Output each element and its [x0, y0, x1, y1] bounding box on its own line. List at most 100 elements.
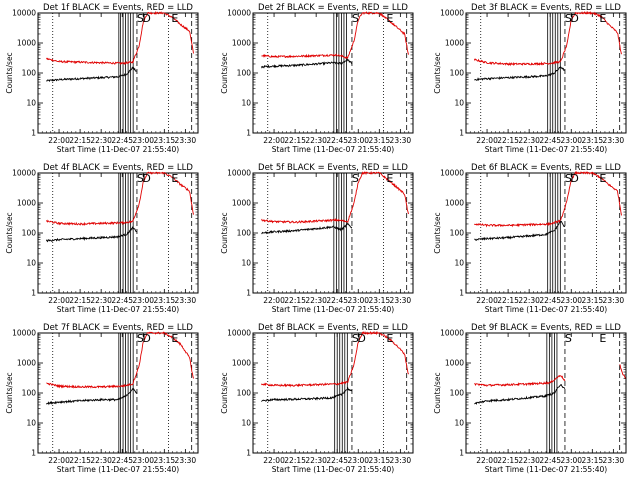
mode-letter: E: [599, 172, 606, 185]
lld-trace: [473, 10, 622, 67]
y-tick-label: 10: [241, 419, 251, 428]
x-tick-label: 23:30: [390, 456, 412, 465]
x-tick-label: 22:45: [326, 296, 348, 305]
x-tick-label: 22:15: [284, 456, 306, 465]
x-tick-label: 22:30: [305, 456, 327, 465]
x-tick-label: 23:15: [582, 296, 604, 305]
y-axis-label: Counts/sec: [433, 372, 442, 413]
y-tick-label: 100: [450, 229, 465, 238]
panel-det-1: Det 1f BLACK = Events, RED = LLD 1 10 100 10…: [5, 3, 199, 154]
x-tick-label: 23:00: [347, 456, 369, 465]
y-tick-label: 100: [22, 69, 37, 78]
mode-letter: S: [137, 172, 144, 185]
x-tick-label: 23:15: [369, 296, 391, 305]
x-tick-label: 23:00: [132, 456, 154, 465]
y-tick-label: 1: [246, 289, 251, 298]
mode-letter: S: [565, 172, 572, 185]
panel-title: Det 8f BLACK = Events, RED = LLD: [258, 323, 408, 333]
y-tick-label: 10000: [440, 9, 464, 18]
y-tick-label: 1000: [232, 359, 251, 368]
plot-frame: [465, 12, 627, 134]
y-tick-label: 100: [237, 229, 252, 238]
x-tick-label: 22:45: [539, 136, 561, 145]
x-tick-label: 23:00: [132, 136, 154, 145]
x-tick-label: 23:30: [603, 136, 625, 145]
y-tick-label: 10000: [227, 9, 251, 18]
x-tick-label: 23:30: [390, 136, 412, 145]
events-trace: [46, 387, 138, 406]
y-tick-label: 1000: [232, 39, 251, 48]
x-tick-label: 22:15: [69, 136, 91, 145]
y-tick-label: 10000: [440, 169, 464, 178]
plot-frame: [252, 172, 414, 294]
y-axis-label: Counts/sec: [433, 52, 442, 93]
panel-title: Det 1f BLACK = Events, RED = LLD: [43, 3, 193, 13]
y-tick-label: 1000: [445, 359, 464, 368]
y-tick-label: 1000: [445, 39, 464, 48]
x-tick-label: 23:30: [175, 296, 197, 305]
x-tick-label: 22:45: [326, 456, 348, 465]
mode-letter: S: [352, 172, 359, 185]
mode-letter: E: [171, 12, 178, 25]
events-trace: [474, 66, 566, 81]
y-tick-label: 100: [22, 389, 37, 398]
y-tick-label: 10: [26, 419, 36, 428]
mode-letter: D: [570, 12, 578, 25]
x-tick-label: 22:00: [263, 456, 285, 465]
lld-trace: [261, 11, 409, 60]
y-tick-label: 10: [454, 259, 464, 268]
mode-letter: D: [142, 172, 150, 185]
x-axis-label: Start Time (11-Dec-07 21:55:40): [485, 145, 607, 154]
events-trace: [474, 384, 566, 405]
panel-det-5: Det 5f BLACK = Events, RED = LLD 1 10 100 10…: [220, 163, 414, 314]
x-tick-label: 23:00: [560, 456, 582, 465]
events-trace: [260, 57, 353, 69]
y-tick-label: 1000: [17, 359, 36, 368]
x-axis-label: Start Time (11-Dec-07 21:55:40): [57, 305, 179, 314]
x-tick-label: 22:30: [518, 456, 540, 465]
x-tick-label: 23:30: [603, 456, 625, 465]
y-tick-label: 10: [26, 99, 36, 108]
x-tick-label: 22:15: [284, 296, 306, 305]
mode-letter: S: [565, 12, 572, 25]
plot-frame: [37, 12, 199, 134]
events-trace: [46, 225, 138, 243]
x-tick-label: 22:30: [90, 136, 112, 145]
mode-letter: E: [171, 332, 178, 345]
panel-det-8: Det 8f BLACK = Events, RED = LLD 1 10 100 10…: [220, 323, 414, 474]
x-tick-label: 23:30: [603, 296, 625, 305]
mode-letter: E: [171, 172, 178, 185]
x-tick-label: 22:30: [518, 296, 540, 305]
x-tick-label: 22:45: [111, 136, 133, 145]
panel-title: Det 4f BLACK = Events, RED = LLD: [43, 163, 193, 173]
events-trace: [261, 222, 353, 235]
x-tick-label: 23:00: [347, 296, 369, 305]
x-tick-label: 22:15: [497, 456, 519, 465]
y-tick-label: 1: [459, 289, 464, 298]
x-tick-label: 22:30: [305, 136, 327, 145]
x-tick-label: 23:30: [175, 456, 197, 465]
y-axis-label: Counts/sec: [220, 212, 229, 253]
mode-letter: S: [565, 332, 572, 345]
x-tick-label: 22:45: [539, 296, 561, 305]
plot-frame: [37, 332, 199, 454]
y-tick-label: 1: [246, 129, 251, 138]
y-tick-label: 10000: [227, 169, 251, 178]
plot-frame: [252, 12, 414, 134]
panel-title: Det 6f BLACK = Events, RED = LLD: [471, 163, 621, 173]
y-tick-label: 10000: [12, 329, 36, 338]
x-tick-label: 22:00: [48, 456, 70, 465]
panel-det-4: Det 4f BLACK = Events, RED = LLD 1 10 100 10…: [5, 163, 199, 314]
x-tick-label: 22:30: [305, 296, 327, 305]
x-tick-label: 22:00: [263, 136, 285, 145]
x-tick-label: 23:00: [560, 296, 582, 305]
x-axis-label: Start Time (11-Dec-07 21:55:40): [57, 465, 179, 474]
mode-letter: E: [386, 172, 393, 185]
panel-det-3: Det 3f BLACK = Events, RED = LLD 1 10 100 10…: [433, 3, 627, 154]
y-axis-label: Counts/sec: [220, 52, 229, 93]
mode-letter: D: [142, 332, 150, 345]
lld-trace: [261, 170, 409, 224]
y-tick-label: 1000: [445, 199, 464, 208]
x-tick-label: 22:00: [48, 296, 70, 305]
